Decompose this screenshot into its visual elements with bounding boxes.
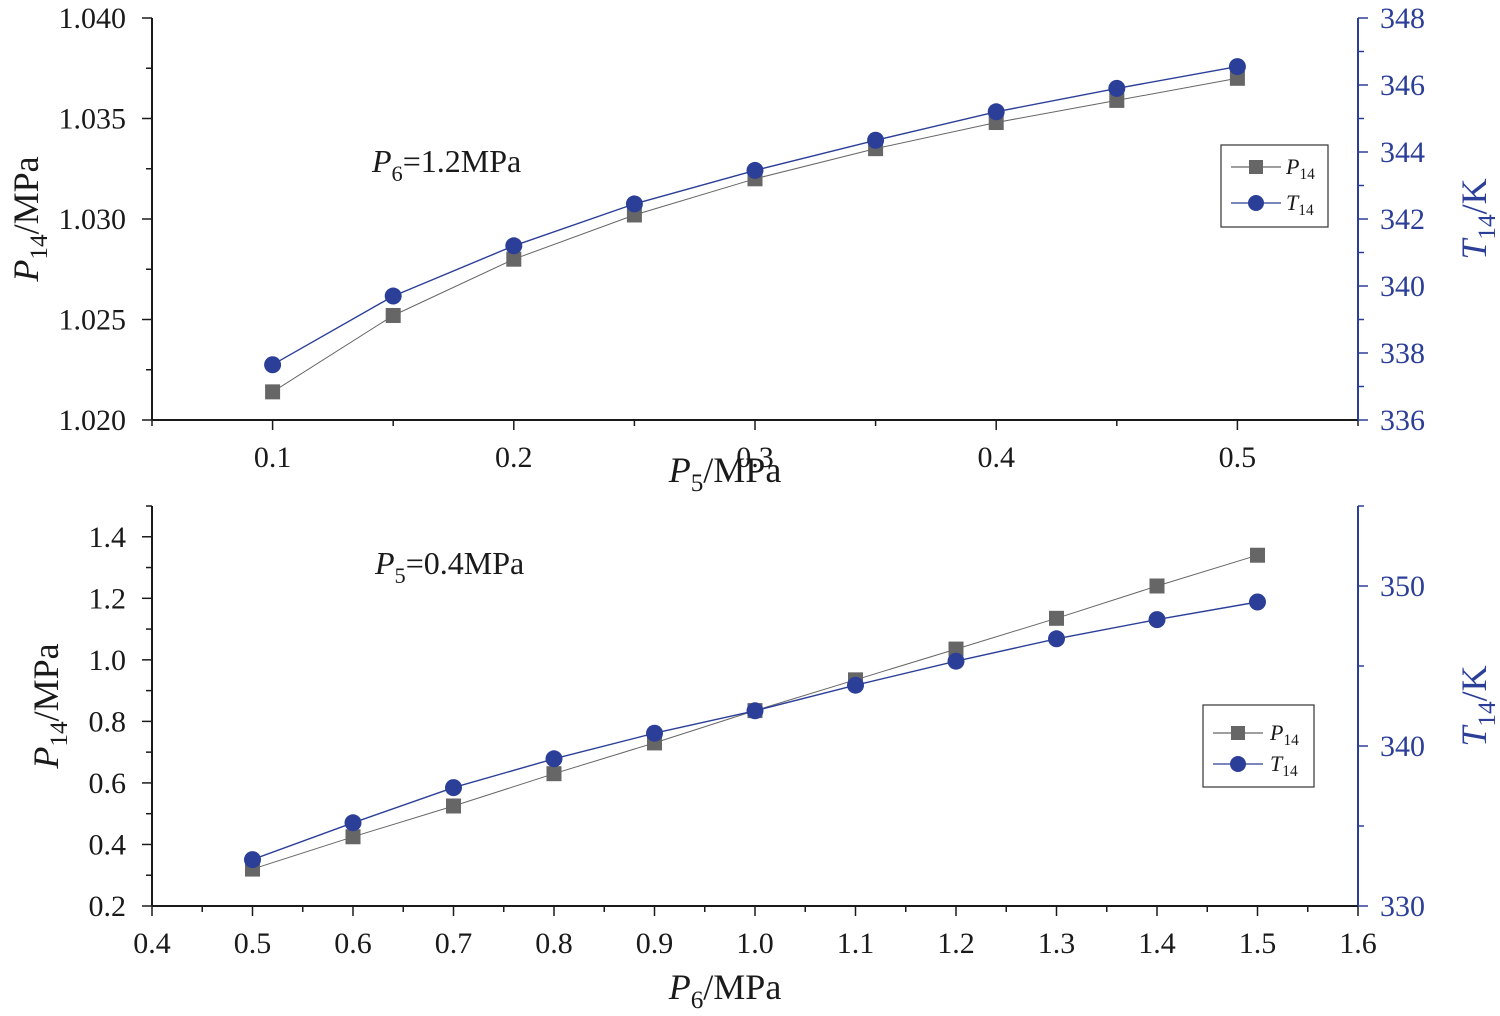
y2-tick-label: 342 xyxy=(1380,203,1425,236)
legend-circle-marker xyxy=(1230,756,1246,772)
y-axis-title: P14/MPa xyxy=(26,643,73,769)
y2-tick-label: 336 xyxy=(1380,404,1425,437)
p14-point xyxy=(948,641,964,657)
y-tick-label: 1.025 xyxy=(59,304,127,337)
series-line-p14 xyxy=(272,77,1238,393)
x-tick-label: 1.2 xyxy=(937,927,975,960)
p14-point xyxy=(385,307,401,323)
t14-point xyxy=(545,750,563,768)
x-tick-label: 0.1 xyxy=(254,441,292,474)
x-tick-label: 0.4 xyxy=(977,441,1015,474)
x-tick-label: 0.8 xyxy=(535,927,573,960)
p14-point xyxy=(546,766,562,782)
t14-point xyxy=(847,676,864,694)
x-tick-label: 0.9 xyxy=(636,927,674,960)
t14-point xyxy=(264,356,282,374)
y-tick-label: 1.0 xyxy=(89,644,127,677)
t14-point xyxy=(384,287,402,305)
y2-tick-label: 344 xyxy=(1380,136,1425,169)
p14-point xyxy=(1149,578,1165,594)
x-tick-label: 0.4 xyxy=(133,927,171,960)
x-tick-label: 0.7 xyxy=(435,927,473,960)
y-axis-title: P14/MPa xyxy=(6,156,53,282)
x-tick-label: 0.6 xyxy=(334,927,372,960)
x-tick-label: 0.2 xyxy=(495,441,533,474)
condition-annotation: P5=0.4MPa xyxy=(374,545,524,588)
y-tick-label: 1.020 xyxy=(59,404,127,437)
y-tick-label: 0.2 xyxy=(89,890,127,923)
y2-tick-label: 346 xyxy=(1380,69,1425,102)
chart-1: 0.1 0.2 0.3 0.4 0.5 1.020 1.025 1.030 1.035 1.040… xyxy=(6,2,1500,497)
legend-label: P14 xyxy=(1285,154,1315,183)
t14-point xyxy=(505,237,523,255)
t14-point xyxy=(625,195,643,213)
chart-2: 0.4 0.5 0.6 0.7 0.8 0.9 1.0 1.1 1.2 1.3 1.4 1.5 1.6 0… xyxy=(26,505,1500,1014)
y-tick-label: 1.040 xyxy=(59,2,127,35)
y2-tick-label: 338 xyxy=(1380,337,1425,370)
x-tick-label: 0.5 xyxy=(234,927,272,960)
p14-point xyxy=(1049,610,1064,626)
p14-point xyxy=(1250,547,1265,563)
y2-tick-label: 350 xyxy=(1380,570,1425,603)
t14-point xyxy=(1048,630,1065,648)
t14-point xyxy=(445,779,462,797)
p14-point xyxy=(1229,70,1245,86)
y-tick-label: 0.6 xyxy=(89,767,127,800)
legend-square-marker xyxy=(1249,160,1263,174)
t14-point xyxy=(244,851,261,869)
legend-label: T14 xyxy=(1270,751,1298,780)
t14-point xyxy=(987,103,1005,121)
y-tick-label: 1.030 xyxy=(59,203,127,236)
legend-label: P14 xyxy=(1269,720,1299,749)
t14-point xyxy=(746,702,764,720)
legend-box xyxy=(1220,144,1329,228)
p14-point xyxy=(1109,92,1125,108)
x-axis-title: P6/MPa xyxy=(668,967,782,1014)
t14-point xyxy=(1228,58,1246,76)
y2-axis-title: T14/K xyxy=(1454,665,1500,746)
y-tick-label: 0.4 xyxy=(89,828,127,861)
y2-tick-label: 340 xyxy=(1380,730,1425,763)
y-tick-label: 1.035 xyxy=(59,103,127,136)
series-line-t14 xyxy=(272,65,1238,366)
t14-point xyxy=(1249,593,1266,611)
p14-point xyxy=(265,384,281,400)
x-tick-label: 1.6 xyxy=(1339,927,1377,960)
p14-point xyxy=(345,829,361,845)
t14-point xyxy=(646,724,663,742)
x-tick-label: 1.1 xyxy=(837,927,875,960)
y2-tick-label: 330 xyxy=(1380,890,1425,923)
x-tick-label: 1.5 xyxy=(1239,927,1277,960)
legend-box xyxy=(1202,704,1315,788)
t14-point xyxy=(1108,79,1126,97)
y2-tick-label: 340 xyxy=(1380,270,1425,303)
p14-point xyxy=(506,251,522,267)
x-tick-label: 1.3 xyxy=(1038,927,1076,960)
x-tick-label: 0.5 xyxy=(1219,441,1257,474)
y-tick-label: 0.8 xyxy=(89,705,127,738)
t14-point xyxy=(947,652,965,670)
x-tick-label: 0.3 xyxy=(736,441,774,474)
t14-point xyxy=(867,131,885,149)
x-tick-label: 1.0 xyxy=(736,927,774,960)
legend-circle-marker xyxy=(1248,195,1264,211)
y2-tick-label: 348 xyxy=(1380,2,1425,35)
legend-square-marker xyxy=(1231,726,1245,740)
legend-label: T14 xyxy=(1286,190,1314,219)
t14-point xyxy=(344,814,362,832)
y2-axis-title: T14/K xyxy=(1454,178,1500,259)
condition-annotation: P6=1.2MPa xyxy=(371,143,521,186)
t14-point xyxy=(1148,611,1166,629)
p14-point xyxy=(446,798,461,814)
x-tick-label: 1.4 xyxy=(1138,927,1176,960)
y-tick-label: 1.2 xyxy=(89,582,127,615)
y-tick-label: 1.4 xyxy=(89,521,127,554)
t14-point xyxy=(746,161,764,179)
x-axis-title: P5/MPa xyxy=(668,450,782,497)
